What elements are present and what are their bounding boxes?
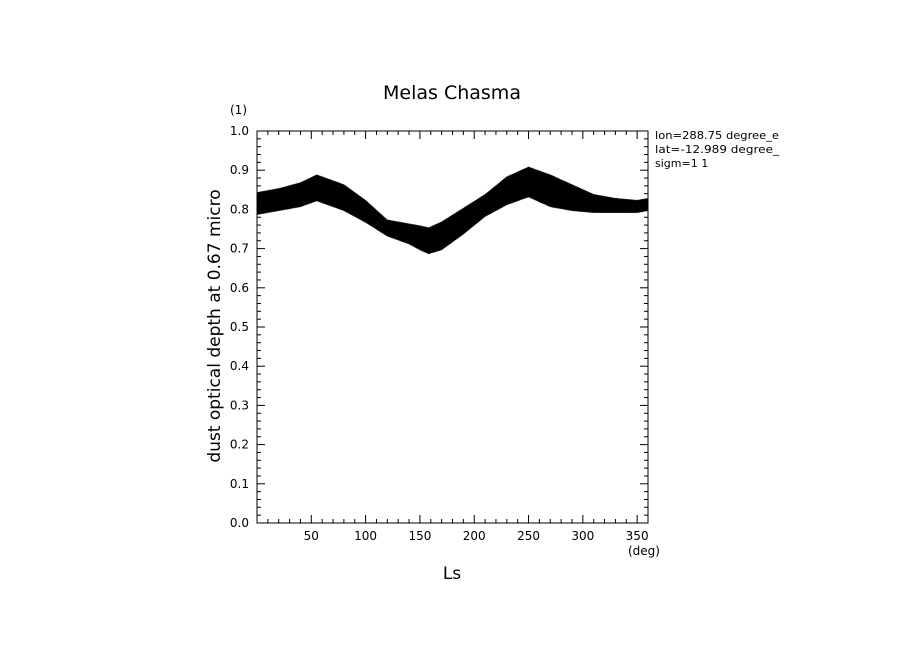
y-tick-label: 0.3 — [230, 398, 249, 412]
series-band-0 — [256, 166, 649, 255]
y-tick-label: 0.1 — [230, 477, 249, 491]
y-tick-label: 0.4 — [230, 359, 249, 373]
y-unit-label: (1) — [230, 103, 247, 117]
x-tick-label: 250 — [517, 529, 540, 543]
annotation-sigma: sigm=1 1 — [655, 157, 708, 170]
y-tick-label: 0.5 — [230, 320, 249, 334]
y-tick-label: 0.9 — [230, 163, 249, 177]
y-axis-label: dust optical depth at 0.67 micro — [205, 189, 225, 462]
x-tick-layer: 50 100 150 200 250 300 350 — [267, 131, 649, 543]
x-tick-label: 50 — [304, 529, 319, 543]
y-tick-label: 0.6 — [230, 281, 249, 295]
plot-area: 50 100 150 200 250 300 350 0.00.10.20.30.40.50… — [230, 124, 649, 543]
x-tick-label: 200 — [463, 529, 486, 543]
annotation-block: lon=288.75 degree_e lat=-12.989 degree_ … — [655, 129, 780, 170]
y-tick-label: 1.0 — [230, 124, 249, 138]
x-tick-label: 350 — [626, 529, 649, 543]
y-tick-label: 0.7 — [230, 242, 249, 256]
y-tick-layer: 0.0 0.1 0.2 0.3 0.4 0.5 0.6 0.7 0.8 0.9 1.0 — [230, 124, 648, 530]
x-axis-label: Ls — [443, 564, 461, 584]
y-tick-label: 0.2 — [230, 438, 249, 452]
annotation-lon: lon=288.75 degree_e — [655, 129, 779, 142]
x-tick-label: 150 — [408, 529, 431, 543]
annotation-lat: lat=-12.989 degree_ — [655, 143, 780, 156]
x-unit-label: (deg) — [628, 544, 660, 558]
y-tick-label: 0.8 — [230, 202, 249, 216]
x-tick-label: 100 — [354, 529, 377, 543]
data-band-layer — [256, 166, 649, 255]
y-tick-label: 0.0 — [230, 516, 249, 530]
x-tick-label: 300 — [571, 529, 594, 543]
chart-title: Melas Chasma — [383, 82, 521, 104]
